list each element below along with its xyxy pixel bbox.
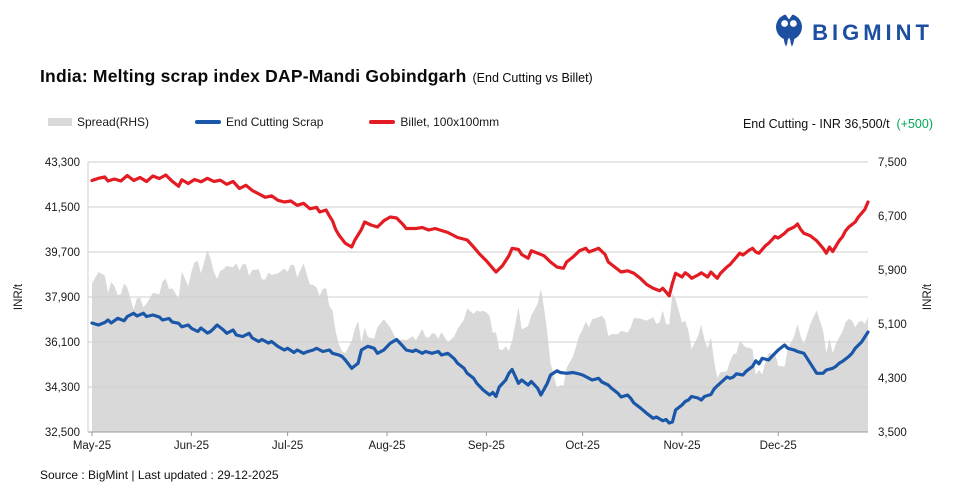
x-tick-label: Jul-25 (272, 440, 303, 452)
end-cutting-line-series (90, 311, 870, 425)
source-note: Source : BigMint | Last updated : 29-12-… (40, 468, 279, 482)
right-axis-tick-label: 6,700 (878, 211, 907, 223)
spread-area-series (92, 250, 868, 432)
left-axis-tick-label: 43,300 (45, 157, 80, 169)
latest-price-annotation: End Cutting - INR 36,500/t (+500) (743, 117, 933, 131)
left-axis-tick-label: 39,700 (45, 247, 80, 259)
x-tick-label: Oct-25 (565, 440, 600, 452)
x-tick-label: Dec-25 (760, 440, 797, 452)
bigmint-owl-icon (774, 13, 804, 52)
end-cutting-swatch-icon (195, 120, 222, 124)
right-axis-tick-label: 5,900 (878, 265, 907, 277)
right-axis-tick-label: 5,100 (878, 319, 907, 331)
latest-price-label: End Cutting - INR 36,500/t (742, 117, 890, 131)
billet-line-series (90, 173, 870, 298)
x-tick-label: May-25 (73, 440, 111, 452)
left-axis-tick-label: 32,500 (45, 427, 80, 439)
chart-title-paren: (End Cutting vs Billet) (472, 71, 593, 85)
latest-price-change: (+500) (896, 117, 933, 131)
left-axis-tick-label: 41,500 (45, 202, 80, 214)
x-tick-label: Aug-25 (368, 440, 405, 452)
legend-label-spread: Spread(RHS) (77, 115, 150, 129)
legend-item-spread: Spread(RHS) (48, 115, 149, 129)
left-axis-tick-label: 36,100 (45, 337, 80, 349)
x-tick-label: Jun-25 (174, 440, 209, 452)
chart-title: India: Melting scrap index DAP-Mandi Gob… (40, 66, 593, 87)
chart-title-main: India: Melting scrap index DAP-Mandi Gob… (40, 66, 467, 86)
legend-label-end-cutting: End Cutting Scrap (226, 115, 324, 129)
left-axis-tick-label: 37,900 (45, 292, 80, 304)
billet-swatch-icon (369, 120, 396, 124)
x-tick-label: Sep-25 (468, 440, 505, 452)
spread-swatch-icon (48, 118, 72, 126)
bigmint-logo-text: BIGMINT (812, 19, 933, 45)
right-axis-title: INR/t (922, 283, 934, 310)
bigmint-logo: BIGMINT (774, 13, 933, 52)
right-axis-tick-label: 3,500 (878, 427, 907, 439)
legend-label-billet: Billet, 100x100mm (400, 115, 500, 129)
right-axis-tick-label: 4,300 (878, 373, 907, 385)
right-axis-tick-label: 7,500 (878, 157, 907, 169)
legend-item-billet: Billet, 100x100mm (369, 115, 499, 129)
legend-item-end-cutting: End Cutting Scrap (195, 115, 323, 129)
x-tick-label: Nov-25 (663, 440, 700, 452)
chart-legend: Spread(RHS) End Cutting Scrap Billet, 10… (48, 115, 499, 129)
left-axis-tick-label: 34,300 (45, 382, 80, 394)
left-axis-title: INR/t (13, 283, 25, 310)
